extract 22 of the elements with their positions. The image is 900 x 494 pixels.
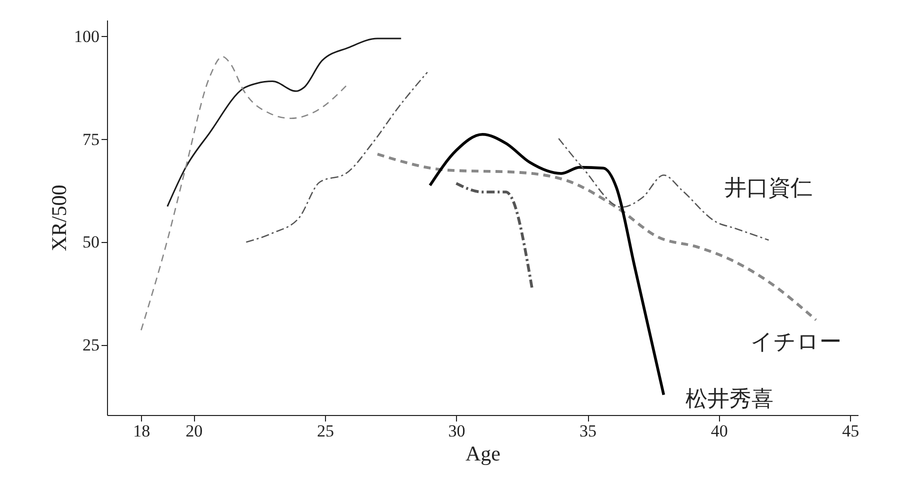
series-label: 松井秀喜: [686, 386, 774, 411]
line-series: [166, 38, 402, 208]
x-tick-label: 40: [710, 422, 728, 440]
line-series: [376, 152, 818, 322]
line-series: [428, 132, 666, 396]
y-tick-label: 75: [82, 130, 100, 149]
y-tick-label: 25: [82, 336, 100, 355]
x-tick-label: 30: [448, 422, 466, 440]
x-tick-label: 18: [133, 422, 150, 440]
series-label: イチロー: [750, 328, 842, 354]
x-axis-title: Age: [466, 442, 500, 466]
x-tick-label: 35: [580, 422, 597, 440]
line-series: [558, 138, 770, 241]
line-series: [140, 56, 350, 331]
line-series: [246, 72, 428, 243]
x-tick-label: 20: [186, 422, 203, 440]
x-tick-label: 25: [316, 422, 334, 440]
series-label: 井口資仁: [724, 175, 813, 200]
y-axis-title: XR/500: [47, 184, 71, 252]
y-tick-label: 50: [82, 232, 100, 252]
x-tick-label: 45: [842, 422, 860, 440]
y-tick-label: 100: [74, 26, 100, 46]
